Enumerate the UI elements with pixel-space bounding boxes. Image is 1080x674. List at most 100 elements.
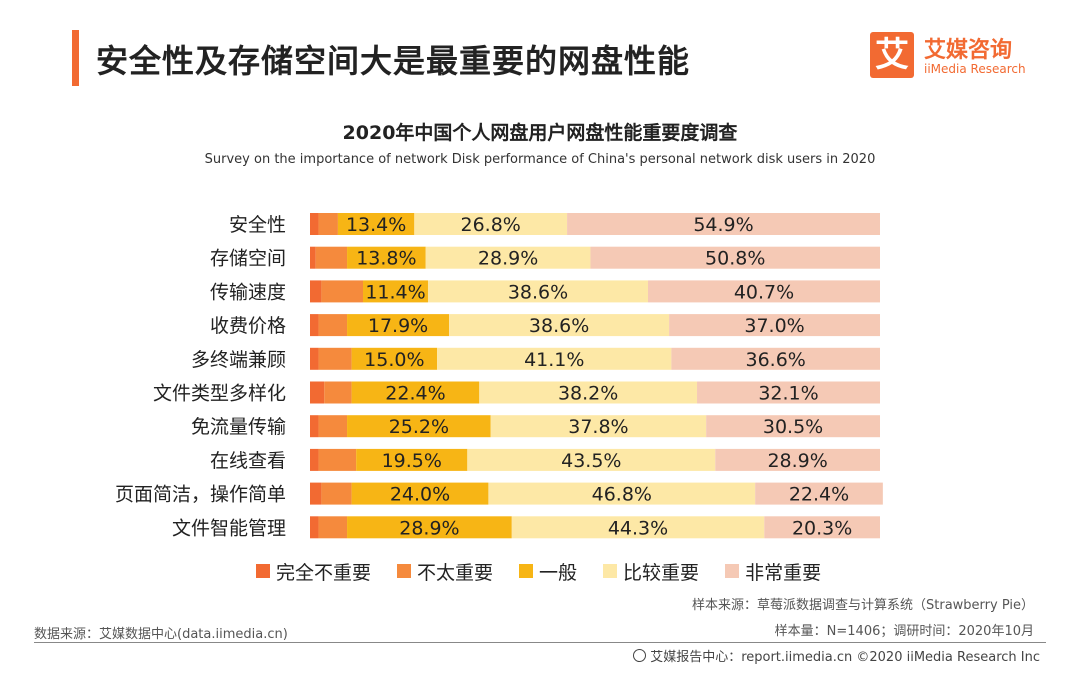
brand-logo: 艾 艾媒咨询 iiMedia Research bbox=[870, 32, 1045, 82]
legend-swatch bbox=[519, 564, 534, 578]
chart-title: 2020年中国个人网盘用户网盘性能重要度调查 bbox=[342, 122, 738, 144]
data-label: 24.0% bbox=[390, 484, 450, 506]
logo-text-en: iiMedia Research bbox=[924, 62, 1026, 76]
bar-segment bbox=[321, 280, 364, 303]
bar-segment bbox=[310, 482, 322, 505]
bar-segment bbox=[318, 347, 352, 370]
legend-item: 一般 bbox=[519, 558, 577, 585]
bar-segment bbox=[697, 381, 880, 404]
bar-segment bbox=[490, 415, 707, 438]
data-label: 50.8% bbox=[705, 248, 765, 270]
bar-segment bbox=[310, 381, 325, 404]
data-label: 22.4% bbox=[385, 383, 445, 405]
chart-legend: 完全不重要 不太重要 一般 比较重要 非常重要 bbox=[256, 558, 847, 584]
category-label: 页面简洁，操作简单 bbox=[115, 484, 286, 506]
data-label: 37.0% bbox=[744, 315, 804, 337]
bar-segment bbox=[449, 314, 670, 337]
data-label: 38.6% bbox=[529, 315, 589, 337]
bar-segment bbox=[669, 314, 880, 337]
data-label: 38.6% bbox=[508, 281, 568, 303]
bar-segment bbox=[479, 381, 698, 404]
title-accent-bar bbox=[72, 30, 79, 86]
data-label: 41.1% bbox=[524, 349, 584, 371]
bar-segment bbox=[318, 448, 357, 471]
category-label: 在线查看 bbox=[210, 450, 286, 472]
bar-segment bbox=[310, 246, 316, 269]
bar-segment bbox=[567, 213, 880, 235]
bar-segment bbox=[363, 280, 428, 303]
data-label: 13.4% bbox=[346, 214, 406, 236]
report-footer-text: 艾媒报告中心：report.iimedia.cn ©2020 iiMedia R… bbox=[650, 650, 1040, 665]
data-label: 30.5% bbox=[763, 416, 823, 438]
bar-segment bbox=[351, 347, 438, 370]
data-label: 54.9% bbox=[693, 214, 753, 236]
legend-swatch bbox=[603, 564, 618, 578]
legend-item: 不太重要 bbox=[397, 558, 493, 585]
bar-segment bbox=[315, 246, 348, 269]
data-label: 20.3% bbox=[792, 517, 852, 539]
data-label: 40.7% bbox=[734, 281, 794, 303]
data-label: 43.5% bbox=[561, 450, 621, 472]
bar-segment bbox=[715, 448, 880, 471]
legend-item: 完全不重要 bbox=[256, 558, 371, 585]
legend-label: 不太重要 bbox=[417, 561, 494, 584]
legend-swatch bbox=[397, 564, 412, 578]
bar-segment bbox=[467, 448, 716, 471]
bar-segment bbox=[318, 213, 338, 235]
data-label: 11.4% bbox=[365, 281, 425, 303]
sample-source-note: 样本来源：草莓派数据调查与计算系统（Strawberry Pie） bbox=[692, 598, 1034, 613]
bar-segment bbox=[427, 280, 649, 303]
bar-segment bbox=[755, 482, 883, 505]
report-footer: 艾媒报告中心：report.iimedia.cn ©2020 iiMedia R… bbox=[633, 646, 1040, 665]
category-label: 收费价格 bbox=[210, 315, 286, 337]
bar-segment bbox=[488, 482, 756, 505]
legend-item: 比较重要 bbox=[603, 558, 699, 585]
data-label: 38.2% bbox=[558, 383, 618, 405]
data-label: 19.5% bbox=[382, 450, 442, 472]
bar-segment bbox=[310, 415, 319, 438]
data-label: 28.9% bbox=[478, 248, 538, 270]
legend-item: 非常重要 bbox=[725, 558, 821, 585]
sample-size-note: 样本量：N=1406；调研时间：2020年10月 bbox=[774, 624, 1034, 639]
globe-icon bbox=[633, 649, 647, 662]
bar-segment bbox=[318, 314, 348, 337]
bar-segment bbox=[671, 347, 880, 370]
bar-segment bbox=[310, 213, 319, 235]
bar-segment bbox=[310, 280, 322, 303]
bar-segment bbox=[337, 213, 415, 235]
logo-text-cn: 艾媒咨询 bbox=[924, 38, 1013, 63]
data-label: 13.8% bbox=[356, 248, 416, 270]
bar-segment bbox=[347, 415, 491, 438]
data-label: 28.9% bbox=[767, 450, 827, 472]
legend-swatch bbox=[725, 564, 740, 578]
data-label: 22.4% bbox=[789, 484, 849, 506]
bar-segment bbox=[310, 314, 319, 337]
category-label: 免流量传输 bbox=[191, 416, 286, 438]
legend-label: 一般 bbox=[539, 561, 578, 584]
bar-segment bbox=[310, 516, 319, 539]
category-label: 存储空间 bbox=[210, 248, 286, 270]
data-label: 44.3% bbox=[608, 517, 668, 539]
bar-segment bbox=[511, 516, 765, 539]
bar-segment bbox=[764, 516, 880, 539]
data-label: 26.8% bbox=[461, 214, 521, 236]
bar-segment bbox=[706, 415, 880, 438]
data-label: 28.9% bbox=[399, 517, 459, 539]
chart-subtitle: Survey on the importance of network Disk… bbox=[204, 152, 876, 167]
bar-segment bbox=[351, 482, 489, 505]
bar-segment bbox=[347, 314, 450, 337]
category-label: 多终端兼顾 bbox=[191, 349, 286, 371]
legend-swatch bbox=[256, 564, 270, 578]
bar-segment bbox=[425, 246, 591, 269]
bar-segment bbox=[318, 415, 348, 438]
data-label: 17.9% bbox=[368, 315, 428, 337]
bar-segment bbox=[318, 516, 348, 539]
legend-label: 完全不重要 bbox=[276, 561, 372, 584]
data-label: 32.1% bbox=[758, 383, 818, 405]
bar-segment bbox=[648, 280, 880, 303]
data-label: 15.0% bbox=[364, 349, 424, 371]
logo-mark: 艾 bbox=[870, 32, 914, 78]
category-label: 文件智能管理 bbox=[172, 517, 286, 539]
data-label: 46.8% bbox=[592, 484, 652, 506]
